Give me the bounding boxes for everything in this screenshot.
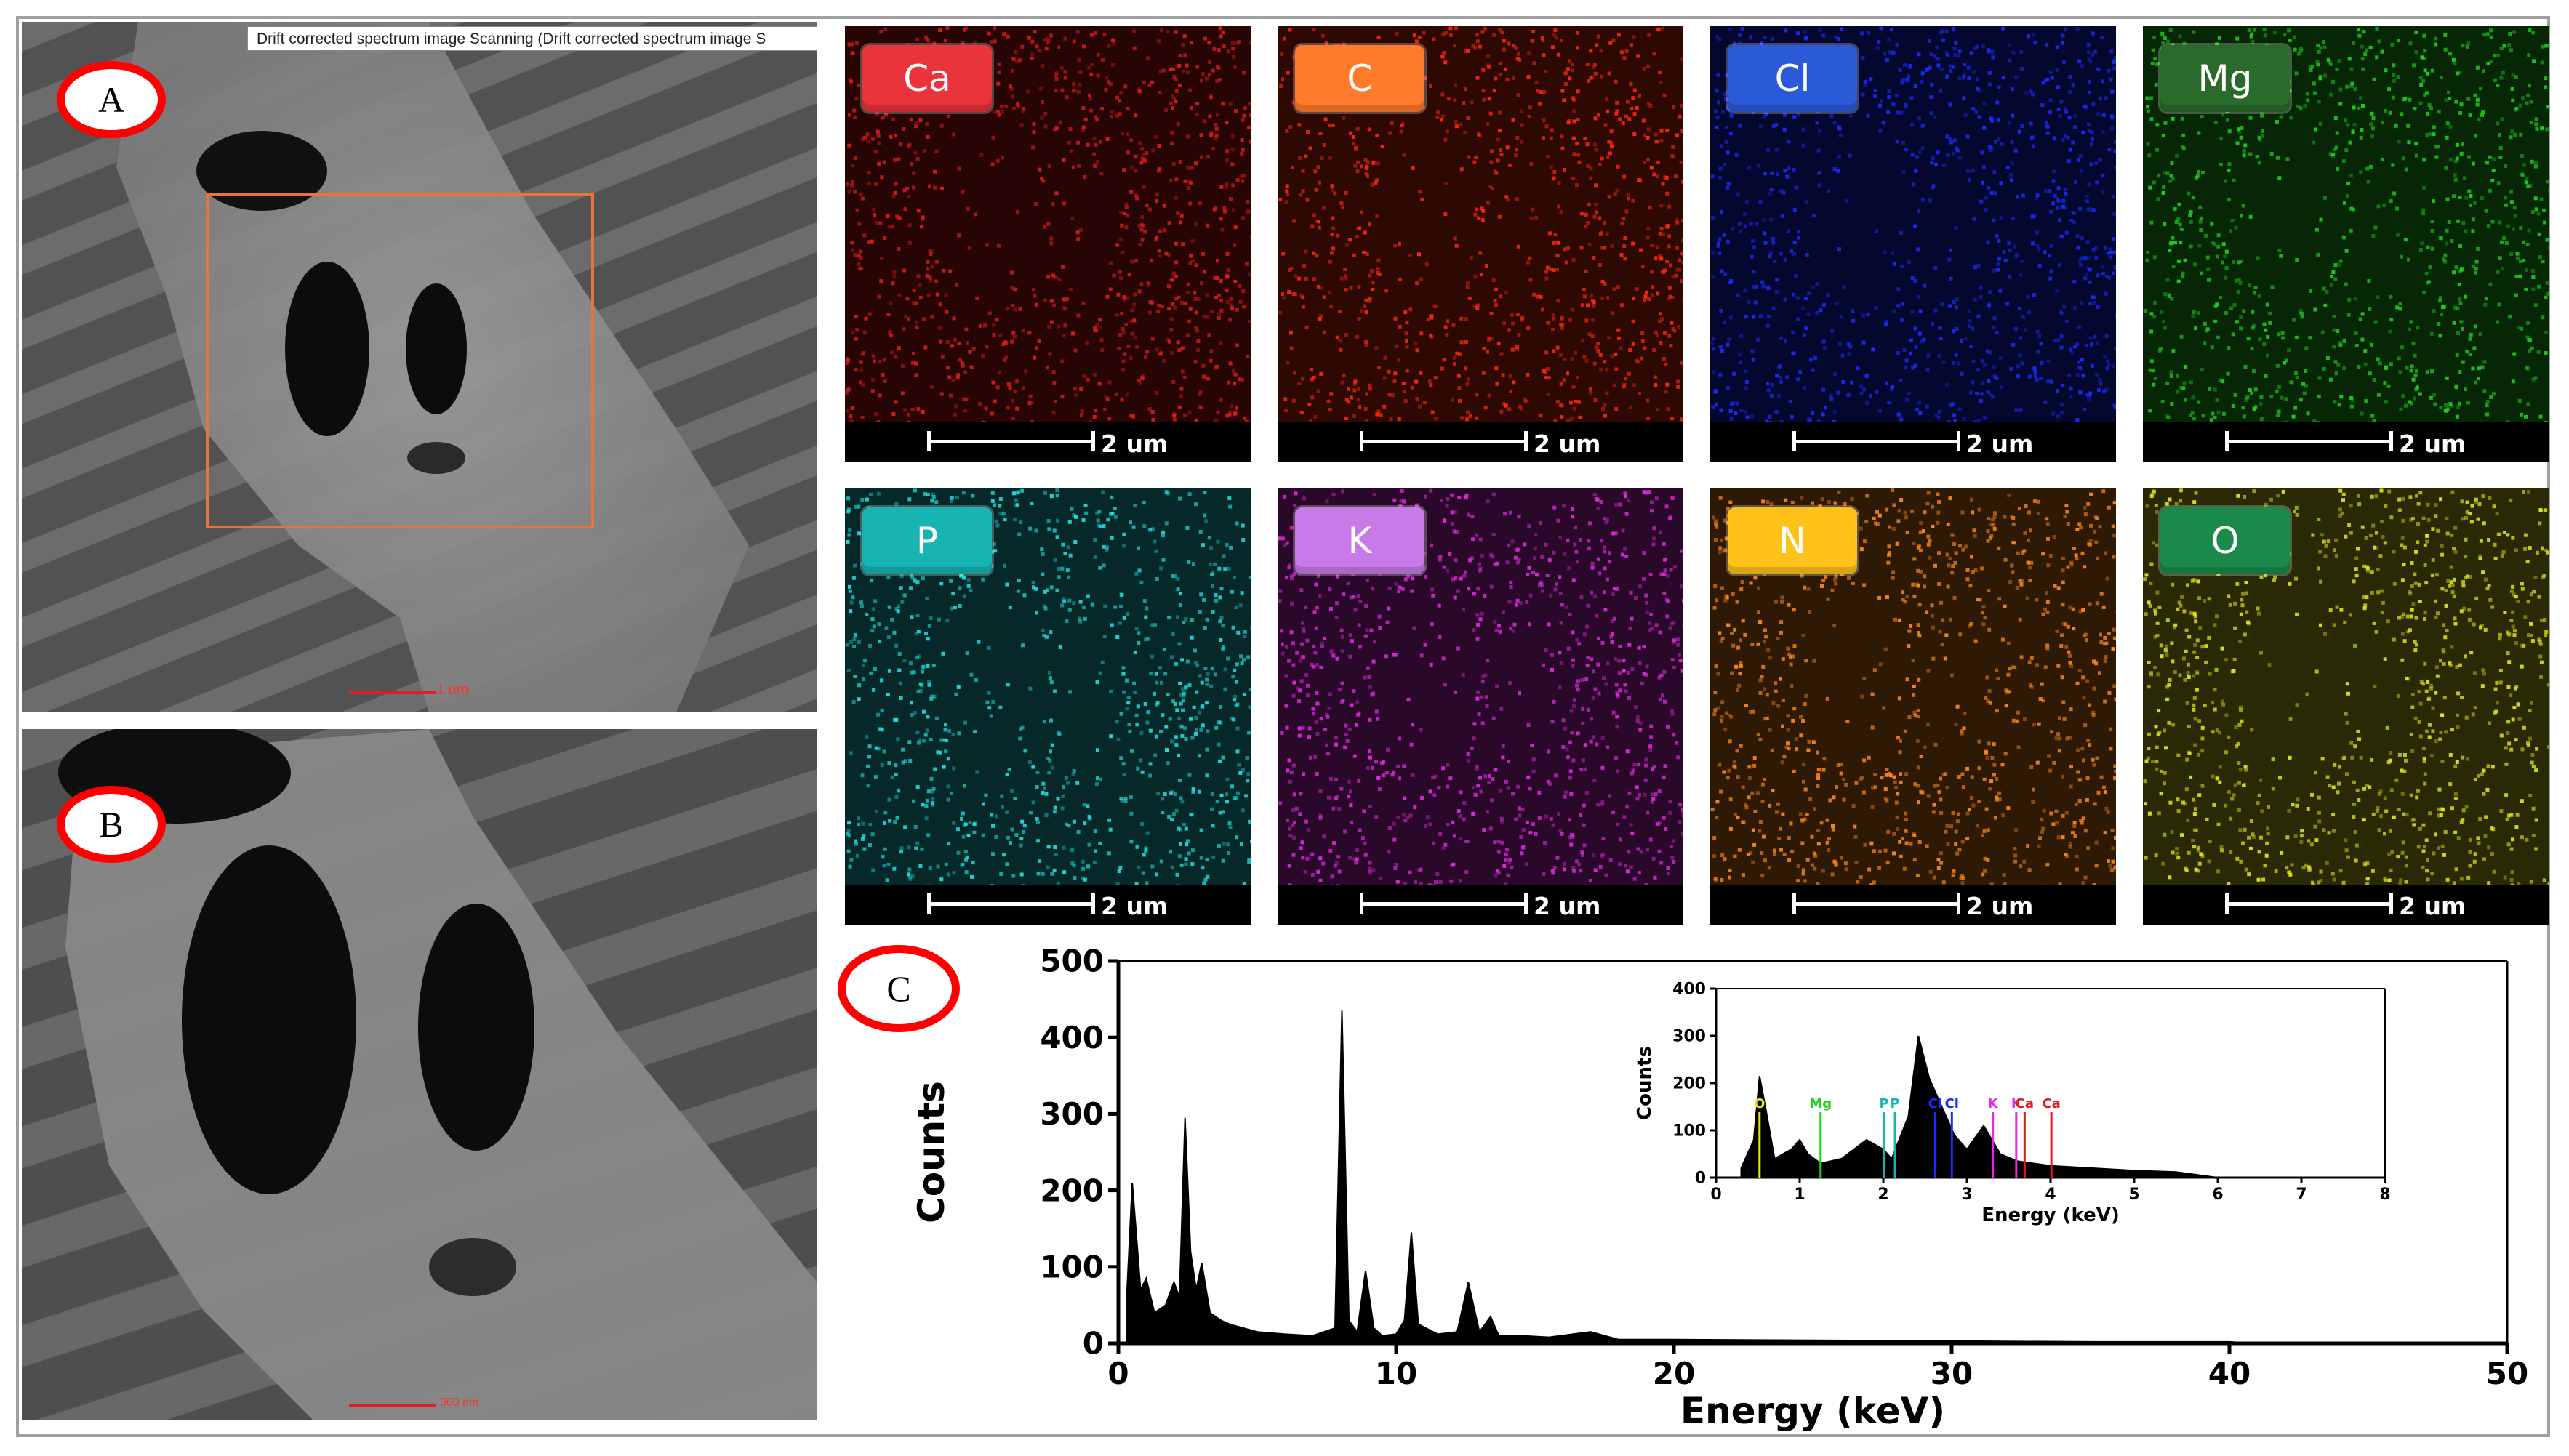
map-scale-label: 2 um <box>2399 892 2466 920</box>
inset-spectrum-series <box>1740 1035 2219 1178</box>
inset-peak-label: Ca <box>2016 1096 2034 1111</box>
inset-x-tick-label: 4 <box>2045 1186 2056 1204</box>
main-spectrum-series <box>1126 1010 2258 1344</box>
main-x-tick-label: 40 <box>2208 1356 2251 1391</box>
element-badge: K <box>1295 507 1424 574</box>
main-y-tick-label: 500 <box>1040 944 1104 979</box>
map-scale-label: 2 um <box>1534 430 1601 458</box>
inset-y-tick-label: 400 <box>1672 981 1706 999</box>
inset-x-label: Energy (keV) <box>1981 1204 2119 1226</box>
main-y-tick-label: 300 <box>1040 1096 1104 1132</box>
element-badge: Ca <box>862 45 992 112</box>
map-scale-label: 2 um <box>1534 892 1601 920</box>
inset-peak-label: P <box>1880 1096 1889 1111</box>
sem-header-bar: Drift corrected spectrum image Scanning … <box>247 26 817 51</box>
inset-peak-label: K <box>2011 1096 2022 1111</box>
inset-y-tick-label: 100 <box>1672 1122 1706 1141</box>
main-x-tick-label: 20 <box>1653 1356 1695 1391</box>
element-map-n: N 2 um <box>1710 488 2116 925</box>
inset-x-tick-label: 6 <box>2212 1186 2223 1204</box>
sem-a-graphic <box>22 22 817 712</box>
element-map-k: K 2 um <box>1278 488 1683 925</box>
inset-x-tick-label: 8 <box>2379 1186 2390 1204</box>
inset-peak-label: K <box>1988 1096 1999 1111</box>
element-map-ca: Ca 2 um <box>845 26 1251 462</box>
main-x-tick-label: 30 <box>1931 1356 1973 1391</box>
inset-x-tick-label: 1 <box>1794 1186 1805 1204</box>
element-badge: N <box>1728 507 1857 574</box>
inset-x-tick-label: 7 <box>2296 1186 2307 1204</box>
map-scale-bar: 2 um <box>2143 885 2549 925</box>
main-x-tick-label: 10 <box>1375 1356 1417 1391</box>
main-y-tick-label: 100 <box>1040 1250 1104 1285</box>
map-scale-bar: 2 um <box>2143 422 2549 462</box>
map-scale-bar: 2 um <box>845 885 1251 925</box>
element-badge: Mg <box>2160 45 2290 112</box>
sem-a-scale-label: 1 um <box>436 682 469 698</box>
inset-y-tick-label: 300 <box>1672 1028 1706 1046</box>
inset-x-tick-label: 0 <box>1710 1186 1721 1204</box>
eds-spectrum-chart: 0 10 20 30 40 50 0 100 200 300 400 500 Energy (keV) C… <box>829 938 2560 1432</box>
map-scale-label: 2 um <box>1966 892 2034 920</box>
inset-peak-label: Mg <box>1809 1096 1832 1111</box>
element-map-o: O 2 um <box>2143 488 2549 925</box>
map-scale-bar: 2 um <box>1710 422 2116 462</box>
map-scale-label: 2 um <box>1101 892 1169 920</box>
figure-frame <box>16 16 2550 1437</box>
inset-x-tick-label: 5 <box>2128 1186 2139 1204</box>
map-scale-label: 2 um <box>1101 430 1169 458</box>
element-map-p: P 2 um <box>845 488 1251 925</box>
main-x-label: Energy (keV) <box>1680 1390 1945 1432</box>
panel-b-label: B <box>57 786 166 863</box>
inset-y-label: Counts <box>1634 1046 1656 1120</box>
element-map-c: C 2 um <box>1278 26 1683 462</box>
element-badge: C <box>1295 45 1424 112</box>
panel-c-label: C <box>838 945 960 1032</box>
inset-x-tick-label: 3 <box>1961 1186 1972 1204</box>
map-scale-bar: 2 um <box>1278 885 1683 925</box>
map-scale-label: 2 um <box>1966 430 2034 458</box>
map-scale-bar: 2 um <box>1278 422 1683 462</box>
inset-x-tick-label: 2 <box>1877 1186 1888 1204</box>
main-y-label: Counts <box>910 1081 953 1223</box>
inset-peak-label: P <box>1890 1096 1899 1111</box>
element-map-mg: Mg 2 um <box>2143 26 2549 462</box>
element-badge: O <box>2160 507 2290 574</box>
main-x-tick-label: 50 <box>2486 1356 2528 1391</box>
panel-a-label: A <box>57 61 166 138</box>
sem-b-scale-label: 500 nm <box>440 1396 479 1409</box>
inset-y-tick-label: 0 <box>1695 1170 1706 1188</box>
map-scale-label: 2 um <box>2399 430 2466 458</box>
element-badge: P <box>862 507 992 574</box>
element-badge: Cl <box>1728 45 1857 112</box>
inset-peak-label: Ca <box>2042 1096 2060 1111</box>
inset-y-tick-label: 200 <box>1672 1075 1706 1093</box>
inset-peak-label: Cl <box>1928 1096 1942 1111</box>
main-y-tick-label: 0 <box>1083 1326 1104 1362</box>
element-map-cl: Cl 2 um <box>1710 26 2116 462</box>
inset-peak-label: O <box>1754 1096 1765 1111</box>
main-x-tick-label: 0 <box>1107 1356 1129 1391</box>
main-y-tick-label: 400 <box>1040 1020 1104 1055</box>
main-y-tick-label: 200 <box>1040 1173 1104 1208</box>
sem-image-a: Drift corrected spectrum image Scanning … <box>22 22 817 712</box>
map-scale-bar: 2 um <box>845 422 1251 462</box>
inset-peak-label: Cl <box>1945 1096 1959 1111</box>
map-scale-bar: 2 um <box>1710 885 2116 925</box>
